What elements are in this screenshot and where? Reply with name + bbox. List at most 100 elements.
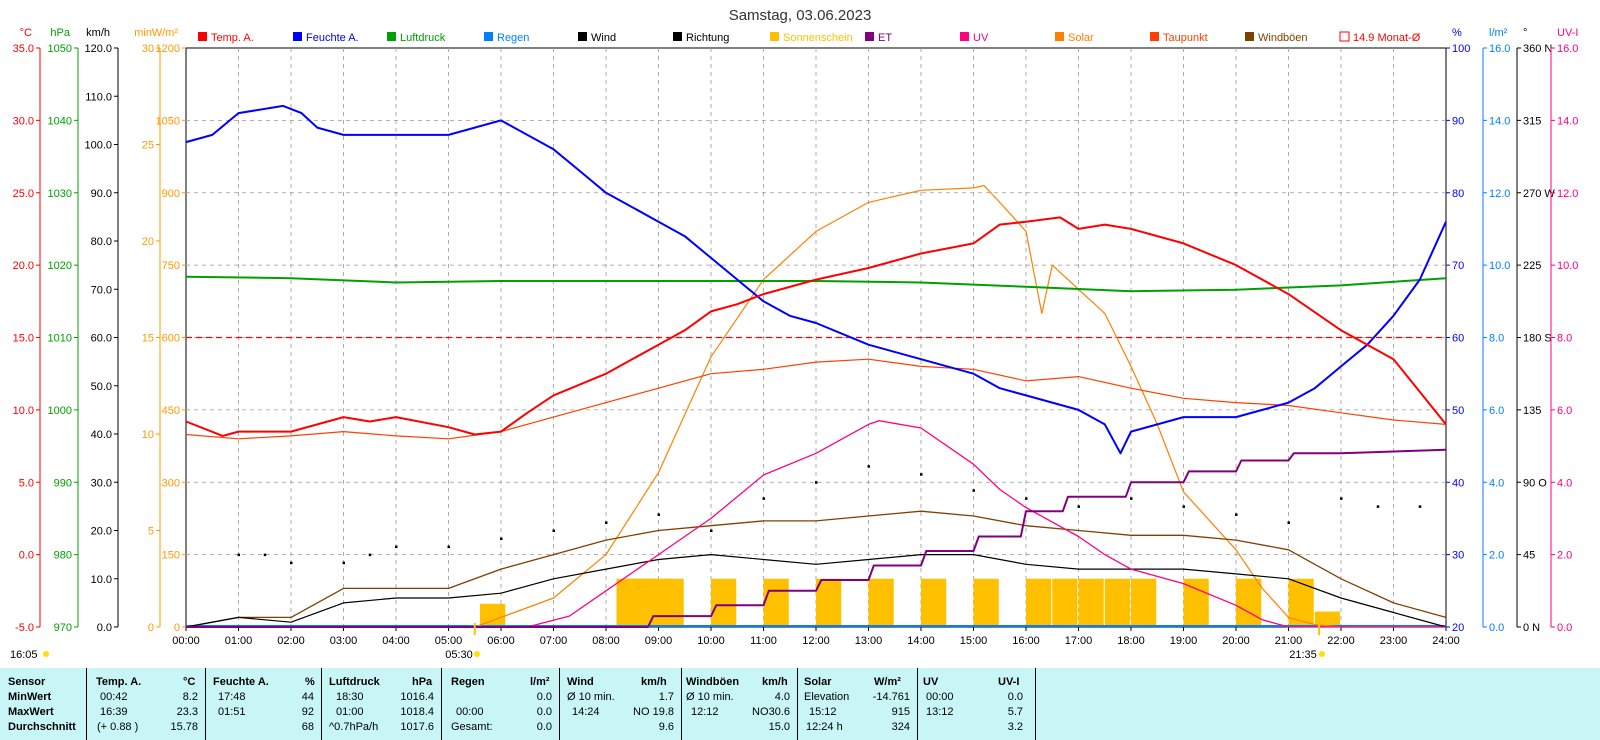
left-axis-tick-label: 35.0 xyxy=(13,43,34,55)
left-axis-tick-label: 25.0 xyxy=(13,188,34,200)
direction-dot xyxy=(605,521,608,524)
right-axis-tick-label: 225 xyxy=(1523,260,1541,272)
table-press-header: Luftdruck xyxy=(329,676,380,688)
legend-swatch xyxy=(387,32,396,41)
table-gust-unit: km/h xyxy=(762,676,788,688)
left-axis-tick-label: 1000 xyxy=(48,405,72,417)
x-tick-label: 14:00 xyxy=(907,635,935,647)
direction-dot xyxy=(657,513,660,516)
right-axis-tick-label: 8.0 xyxy=(1557,333,1572,345)
x-tick-label: 11:00 xyxy=(750,635,777,647)
table-temp-min-time: 00:42 xyxy=(100,691,128,703)
direction-dot xyxy=(1376,505,1380,508)
table-press-unit: hPa xyxy=(412,676,433,688)
right-axis-tick-label: 6.0 xyxy=(1489,405,1504,417)
left-axis-tick-label: 5.0 xyxy=(19,477,34,489)
table-rain-total-value: 0.0 xyxy=(536,721,552,733)
table-wind-avg-value: 9.6 xyxy=(658,721,674,733)
sunshine-bar xyxy=(1183,578,1209,627)
table-gust-max-time: 12:12 xyxy=(691,706,719,718)
table-hum-unit: % xyxy=(305,676,315,688)
sunrise-time: 05:30 xyxy=(445,649,473,661)
left-axis-tick-label: 20.0 xyxy=(91,526,112,538)
sunshine-bar xyxy=(1288,578,1314,627)
sunshine-bar xyxy=(1078,578,1104,627)
table-hum-min-time: 17:48 xyxy=(218,691,246,703)
series-temp-a- xyxy=(185,216,1447,437)
table-temp-max-value: 23.3 xyxy=(176,706,198,718)
table-wind-max-time: 14:24 xyxy=(572,706,600,718)
direction-dot xyxy=(1182,505,1185,508)
sunshine-bar xyxy=(658,578,684,627)
direction-dot xyxy=(395,545,398,549)
right-axis-tick-label: 4.0 xyxy=(1557,477,1572,489)
left-axis-tick-label: 30 xyxy=(142,43,154,55)
x-tick-label: 22:00 xyxy=(1327,635,1355,647)
right-axis-tick-label: 12.0 xyxy=(1489,188,1510,200)
direction-dot xyxy=(1077,505,1080,508)
table-gust-avg-value: 15.0 xyxy=(768,721,790,733)
table-uv-avg-value: 3.2 xyxy=(1007,721,1023,733)
table-press-min-time: 18:30 xyxy=(336,691,364,703)
sunset-sun-icon xyxy=(1319,651,1325,657)
left-axis-tick-label: 1040 xyxy=(48,115,72,127)
right-axis-tick-label: 14.0 xyxy=(1489,115,1510,127)
direction-dot xyxy=(552,529,555,532)
legend-label: Solar xyxy=(1068,32,1094,44)
direction-dot xyxy=(710,529,713,532)
table-rain-total-label: Gesamt: xyxy=(451,721,493,733)
legend-label: ET xyxy=(878,32,892,44)
right-axis-tick-label: 0 N xyxy=(1523,622,1540,634)
table-sensor-header: Sensor xyxy=(8,676,46,688)
left-axis-tick-label: 1030 xyxy=(48,188,72,200)
left-axis-tick-label: 10.0 xyxy=(13,405,34,417)
table-press-max-value: 1018.4 xyxy=(400,706,434,718)
direction-dot xyxy=(368,553,372,557)
right-axis-tick-label: 0.0 xyxy=(1489,622,1504,634)
x-tick-label: 07:00 xyxy=(540,635,568,647)
sunshine-bar xyxy=(973,578,999,627)
right-axis-tick-label: 10.0 xyxy=(1557,260,1578,272)
weather-chart: Samstag, 03.06.2023 00:00 01:00 02:00 03:00… xyxy=(10,7,1578,661)
right-axis-tick-label: 2.0 xyxy=(1557,550,1572,562)
direction-dot xyxy=(237,553,240,557)
table-row-min: MinWert xyxy=(8,691,52,703)
left-axis-tick-label: 1200 xyxy=(156,43,180,55)
right-axis-tick-label: 20 xyxy=(1452,622,1464,634)
table-solar-header: Solar xyxy=(804,676,832,688)
direction-dot xyxy=(500,537,503,541)
right-axis-tick-label: 12.0 xyxy=(1557,188,1578,200)
left-axis-unit: hPa xyxy=(50,27,70,39)
sunshine-bar xyxy=(1236,578,1262,627)
left-axis-tick-label: 80.0 xyxy=(91,236,112,248)
series-luftdruck xyxy=(185,275,1447,293)
left-axis-tick-label: 20.0 xyxy=(13,260,34,272)
table-temp-avg-trend: (+ 0.88 ) xyxy=(97,721,139,733)
right-axis-tick-label: 16.0 xyxy=(1489,43,1510,55)
table-rain-header: Regen xyxy=(451,676,485,688)
legend-label: Windböen xyxy=(1258,32,1308,44)
legend-label: 14.9 Monat-Ø xyxy=(1353,32,1421,44)
right-axis-tick-label: 70 xyxy=(1452,260,1464,272)
direction-dot xyxy=(972,489,975,492)
legend-label: UV xyxy=(973,32,989,44)
right-axis-unit: % xyxy=(1452,27,1462,39)
left-axis-tick-label: 150 xyxy=(162,550,180,562)
table-gust-max-dir: NO xyxy=(752,706,769,718)
x-tick-label: 18:00 xyxy=(1117,635,1145,647)
series-windb-en xyxy=(185,510,1447,628)
left-axis-tick-label: 30.0 xyxy=(91,477,112,489)
table-gust-header: Windböen xyxy=(686,676,740,688)
direction-dot xyxy=(263,553,267,557)
right-axis-tick-label: 60 xyxy=(1452,333,1464,345)
left-axis-tick-label: 990 xyxy=(54,477,72,489)
legend-label: Feuchte A. xyxy=(306,32,359,44)
left-axis-tick-label: 50.0 xyxy=(91,381,112,393)
direction-dot xyxy=(762,497,765,500)
x-tick-label: 03:00 xyxy=(330,635,358,647)
table-rain-max-time: 00:00 xyxy=(456,706,484,718)
x-tick-label: 16:00 xyxy=(1012,635,1040,647)
x-tick-label: 17:00 xyxy=(1065,635,1093,647)
left-axis-tick-label: 450 xyxy=(162,405,180,417)
corner-sun-icon xyxy=(43,651,49,657)
